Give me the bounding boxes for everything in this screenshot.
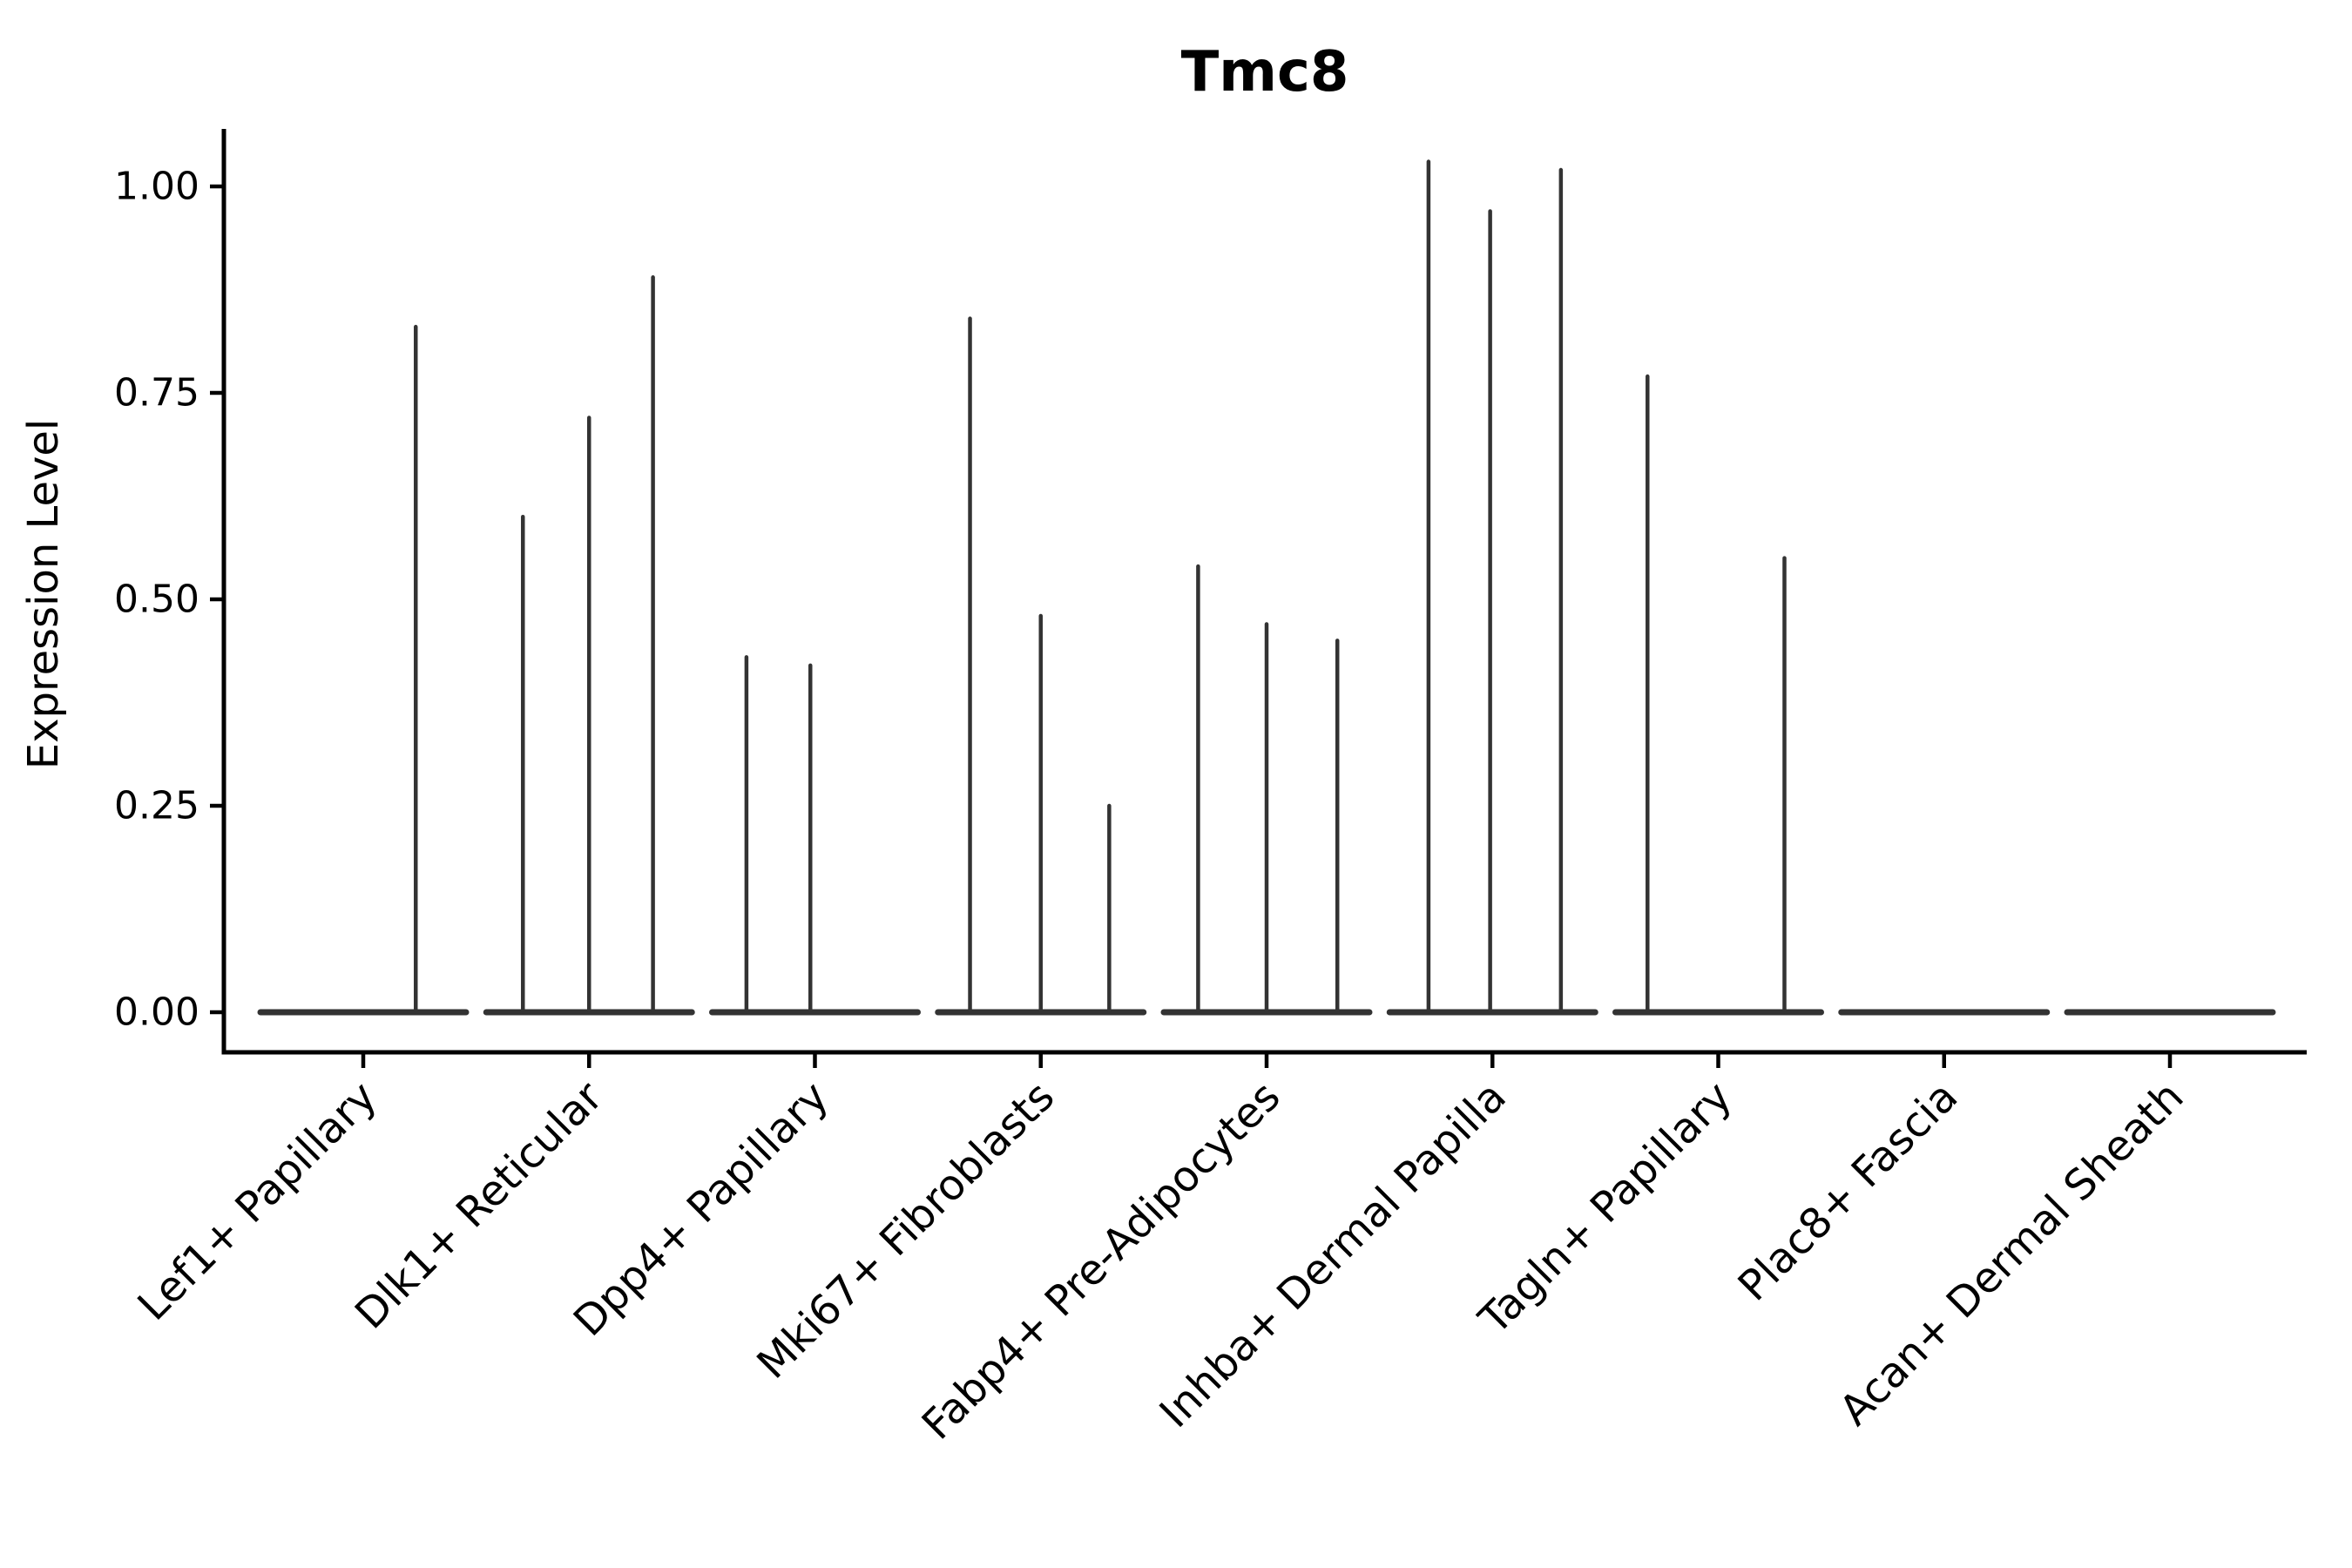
violin bbox=[483, 275, 695, 1016]
violin bbox=[709, 655, 921, 1016]
x-tick-label: Tagln+ Papillary bbox=[1470, 1072, 1741, 1344]
y-tick-label: 0.50 bbox=[114, 578, 199, 622]
violin bbox=[1386, 159, 1598, 1016]
x-tick-label: Lef1+ Papillary bbox=[129, 1072, 387, 1330]
x-tick-label: Fabp4+ Pre-Adipocytes bbox=[913, 1072, 1290, 1450]
violin bbox=[257, 324, 470, 1016]
violin bbox=[935, 316, 1147, 1016]
y-tick-label: 0.25 bbox=[114, 784, 199, 828]
plot-title: Tmc8 bbox=[1181, 40, 1349, 105]
axes-layer: 0.00 0.25 0.50 0.75 1.00 Lef1+ PapillaryDlk1+… bbox=[114, 129, 2307, 1450]
x-tick-label: Dlk1+ Reticular bbox=[346, 1072, 612, 1339]
x-tick-label: Plac8+ Fascia bbox=[1729, 1072, 1968, 1311]
y-tick-label: 0.00 bbox=[114, 990, 199, 1035]
violin-layer bbox=[257, 159, 2276, 1016]
y-tick-label: 0.75 bbox=[114, 371, 199, 416]
y-axis-label: Expression Level bbox=[19, 419, 68, 770]
violin bbox=[1612, 374, 1824, 1016]
y-tick-label: 1.00 bbox=[114, 165, 199, 209]
violin bbox=[1160, 564, 1373, 1016]
